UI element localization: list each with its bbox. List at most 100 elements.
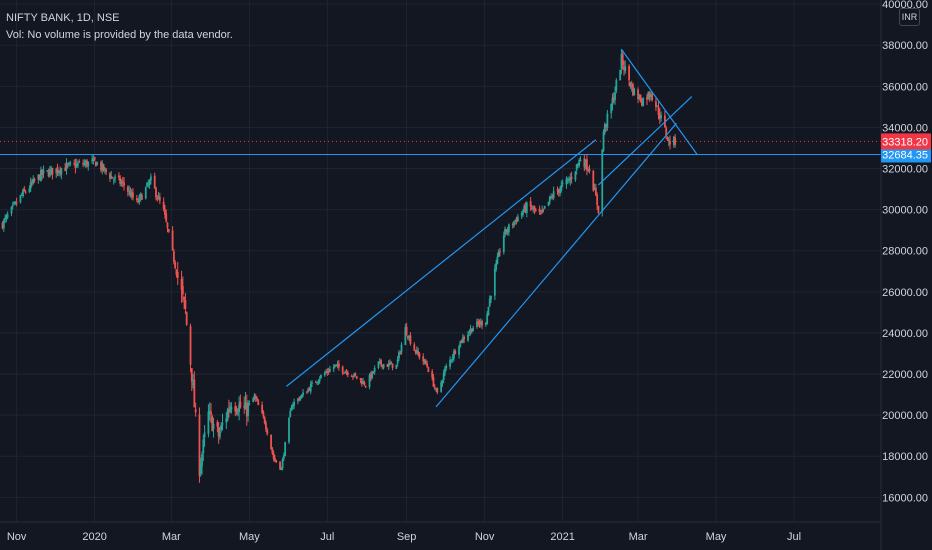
- candle: [460, 339, 463, 344]
- time-tick-label: Mar: [629, 531, 648, 543]
- candle: [327, 367, 330, 375]
- candle: [344, 370, 347, 374]
- currency-button[interactable]: INR: [899, 8, 920, 26]
- candle: [596, 192, 599, 210]
- candle: [155, 186, 157, 201]
- candle: [601, 149, 604, 217]
- candle: [583, 154, 586, 172]
- candle: [318, 376, 321, 384]
- candle: [468, 329, 471, 337]
- candle: [129, 187, 132, 198]
- candle: [472, 325, 475, 332]
- candle: [584, 159, 587, 170]
- candle: [578, 157, 581, 168]
- candle: [453, 348, 455, 362]
- candle: [639, 94, 642, 103]
- candle: [543, 205, 546, 210]
- candle: [157, 191, 160, 200]
- candle: [93, 156, 96, 162]
- candle: [290, 404, 293, 411]
- candle: [245, 394, 248, 426]
- candle: [514, 219, 517, 225]
- candle: [620, 48, 623, 75]
- candle: [606, 110, 609, 131]
- candle: [288, 417, 290, 444]
- candle: [628, 64, 631, 87]
- candle: [341, 365, 344, 376]
- candle: [314, 380, 317, 384]
- candle: [92, 154, 95, 165]
- candle: [282, 452, 285, 461]
- candle: [274, 455, 276, 463]
- candle: [156, 195, 159, 202]
- candle: [236, 407, 239, 417]
- candle: [229, 402, 232, 414]
- candle: [325, 368, 327, 374]
- candle: [64, 162, 67, 172]
- candle: [413, 342, 416, 351]
- candle: [57, 170, 60, 177]
- candle: [212, 417, 215, 438]
- candle: [10, 206, 13, 217]
- candle: [208, 402, 211, 421]
- candle: [488, 295, 491, 308]
- candle: [31, 179, 33, 187]
- candle: [408, 334, 411, 342]
- candle: [490, 295, 492, 304]
- candle: [565, 176, 568, 189]
- candle: [265, 420, 267, 432]
- last-price-label: 33318.20: [881, 133, 931, 150]
- trendline[interactable]: [598, 96, 693, 186]
- candle: [405, 322, 408, 336]
- candle: [38, 174, 41, 181]
- candle: [657, 101, 660, 120]
- grid-lines: [0, 0, 881, 522]
- candle: [226, 407, 229, 422]
- candle: [542, 208, 545, 213]
- candle: [326, 368, 329, 376]
- trendline[interactable]: [435, 122, 677, 408]
- candle: [497, 249, 500, 258]
- time-axis[interactable]: Nov 2020 Mar May Jul Sep Nov 2021 Mar May Jul: [0, 521, 881, 543]
- candle: [28, 185, 31, 194]
- candle: [629, 81, 632, 89]
- candle: [302, 389, 304, 398]
- price-axis[interactable]: 16000.00 18000.00 20000.00 22000.00 24000.00…: [880, 0, 928, 550]
- candle: [311, 380, 313, 387]
- candle: [270, 434, 272, 450]
- candle: [440, 380, 443, 393]
- candle: [48, 165, 51, 178]
- candle: [225, 412, 228, 430]
- candle: [592, 169, 595, 192]
- candle: [387, 360, 390, 370]
- candle: [172, 249, 175, 265]
- candle: [135, 194, 138, 203]
- candle: [123, 177, 125, 191]
- candle: [647, 91, 650, 100]
- candle: [41, 168, 44, 180]
- candle: [328, 365, 331, 373]
- candle: [646, 94, 648, 106]
- candle: [656, 105, 659, 107]
- time-tick-label: Nov: [475, 531, 495, 543]
- candle: [146, 181, 148, 188]
- candle: [496, 252, 499, 265]
- candle: [458, 344, 460, 359]
- trendline[interactable]: [286, 139, 597, 387]
- trendline[interactable]: [620, 48, 698, 155]
- candle: [15, 197, 18, 207]
- candle: [130, 189, 133, 200]
- candle: [184, 292, 187, 315]
- candle: [271, 446, 274, 456]
- candle: [181, 276, 184, 303]
- candle: [463, 335, 466, 344]
- candle: [281, 457, 284, 471]
- candle: [502, 231, 505, 255]
- symbol-title[interactable]: NIFTY BANK, 1D, NSE: [6, 12, 120, 24]
- candle: [529, 197, 532, 211]
- candle: [254, 393, 257, 402]
- candle: [6, 211, 9, 220]
- candle: [587, 166, 590, 173]
